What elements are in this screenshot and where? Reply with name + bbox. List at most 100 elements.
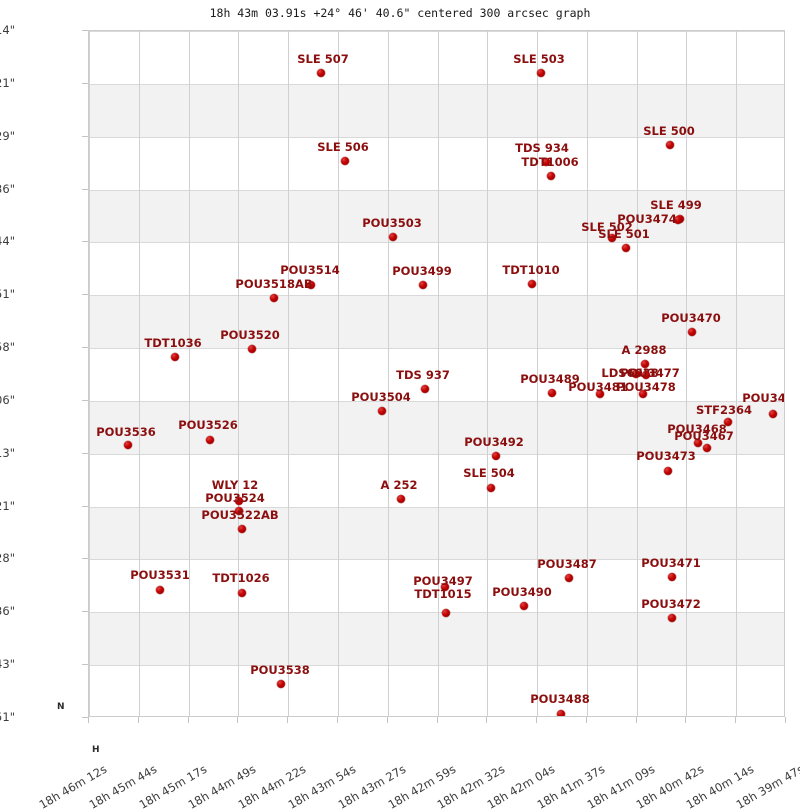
gridline-vertical — [138, 31, 140, 716]
y-axis-tick — [82, 30, 88, 31]
star-marker[interactable] — [632, 370, 640, 378]
star-marker[interactable] — [639, 390, 647, 398]
star-marker[interactable] — [724, 418, 732, 426]
star-label: TDS 937 — [396, 368, 450, 382]
star-marker[interactable] — [668, 614, 676, 622]
x-axis-tick — [137, 717, 139, 723]
y-axis-tick — [82, 505, 88, 507]
gridline-vertical — [586, 31, 588, 716]
star-marker[interactable] — [565, 574, 573, 582]
star-marker[interactable] — [688, 328, 696, 336]
star-marker[interactable] — [235, 497, 243, 505]
star-marker[interactable] — [674, 216, 682, 224]
star-label: POU3487 — [537, 557, 597, 571]
y-axis-tick — [82, 717, 88, 718]
star-marker[interactable] — [235, 507, 243, 515]
page-title: 18h 43m 03.91s +24° 46' 40.6" centered 3… — [209, 6, 591, 20]
star-marker[interactable] — [317, 69, 325, 77]
star-marker[interactable] — [307, 281, 315, 289]
star-marker[interactable] — [703, 444, 711, 452]
star-marker[interactable] — [608, 234, 616, 242]
star-marker[interactable] — [492, 452, 500, 460]
star-marker[interactable] — [547, 172, 555, 180]
y-axis-tick — [82, 664, 88, 666]
star-marker[interactable] — [622, 244, 630, 252]
y-axis-tick-label: +25° 19' 29" — [0, 128, 15, 143]
star-marker[interactable] — [156, 586, 164, 594]
star-marker[interactable] — [442, 609, 450, 617]
star-marker[interactable] — [378, 407, 386, 415]
y-axis-tick — [82, 452, 88, 454]
star-marker[interactable] — [341, 157, 349, 165]
grid-band — [89, 83, 784, 137]
gridline-vertical — [487, 31, 489, 716]
star-marker[interactable] — [277, 680, 285, 688]
y-axis-tick-label: +25° 12' 36" — [0, 181, 15, 196]
grid-band — [89, 612, 784, 666]
star-label: A 252 — [380, 478, 418, 492]
star-marker[interactable] — [666, 141, 674, 149]
gridline-vertical — [537, 31, 539, 716]
gridline-vertical — [686, 31, 688, 716]
gridline-horizontal — [89, 242, 784, 244]
star-label: POU3499 — [392, 264, 452, 278]
star-marker[interactable] — [694, 439, 702, 447]
star-marker[interactable] — [664, 467, 672, 475]
star-label: WLY 12 — [211, 478, 259, 492]
gridline-horizontal — [89, 559, 784, 561]
star-marker[interactable] — [487, 484, 495, 492]
star-label: POU3514 — [280, 263, 340, 277]
y-axis-tick — [82, 558, 88, 560]
grid-band — [89, 506, 784, 560]
star-label: TDT1006 — [521, 155, 579, 169]
x-axis-tick — [685, 717, 687, 723]
star-marker[interactable] — [596, 390, 604, 398]
star-marker[interactable] — [171, 353, 179, 361]
gridline-horizontal — [89, 348, 784, 350]
north-marker: N — [57, 702, 65, 712]
star-label: TDS 934 — [515, 141, 569, 155]
y-axis-tick-label: +24° 45' 06" — [0, 392, 15, 407]
star-marker[interactable] — [397, 495, 405, 503]
star-label: SLE 507 — [297, 52, 349, 66]
star-marker[interactable] — [668, 573, 676, 581]
gridline-horizontal — [89, 189, 784, 191]
star-label: POU3490 — [492, 585, 552, 599]
star-marker[interactable] — [124, 441, 132, 449]
star-marker[interactable] — [206, 436, 214, 444]
star-marker[interactable] — [238, 589, 246, 597]
x-axis-tick — [536, 717, 538, 723]
x-axis-tick — [386, 717, 388, 723]
star-marker[interactable] — [542, 158, 550, 166]
gridline-horizontal — [89, 295, 784, 297]
gridline-horizontal — [89, 136, 784, 138]
star-marker[interactable] — [769, 410, 777, 418]
x-axis-tick — [785, 717, 786, 723]
star-marker[interactable] — [389, 233, 397, 241]
star-marker[interactable] — [537, 69, 545, 77]
y-axis-tick-label: +25° 05' 44" — [0, 234, 15, 249]
gridline-vertical — [437, 31, 439, 716]
star-marker[interactable] — [441, 583, 449, 591]
star-marker[interactable] — [238, 525, 246, 533]
star-marker[interactable] — [641, 360, 649, 368]
y-axis-tick — [82, 611, 88, 613]
gridline-vertical — [238, 31, 240, 716]
star-marker[interactable] — [248, 345, 256, 353]
x-axis-tick — [486, 717, 488, 723]
star-marker[interactable] — [557, 710, 565, 716]
y-axis-tick-label: +25° 33' 14" — [0, 23, 15, 37]
star-marker[interactable] — [528, 280, 536, 288]
gridline-horizontal — [89, 506, 784, 508]
gridline-horizontal — [89, 665, 784, 667]
star-marker[interactable] — [642, 371, 650, 379]
star-marker[interactable] — [270, 294, 278, 302]
star-marker[interactable] — [520, 602, 528, 610]
star-marker[interactable] — [419, 281, 427, 289]
star-marker[interactable] — [421, 385, 429, 393]
x-axis-tick — [88, 717, 89, 723]
x-axis-tick — [237, 717, 239, 723]
star-marker[interactable] — [548, 389, 556, 397]
star-label: POU3488 — [530, 692, 590, 706]
